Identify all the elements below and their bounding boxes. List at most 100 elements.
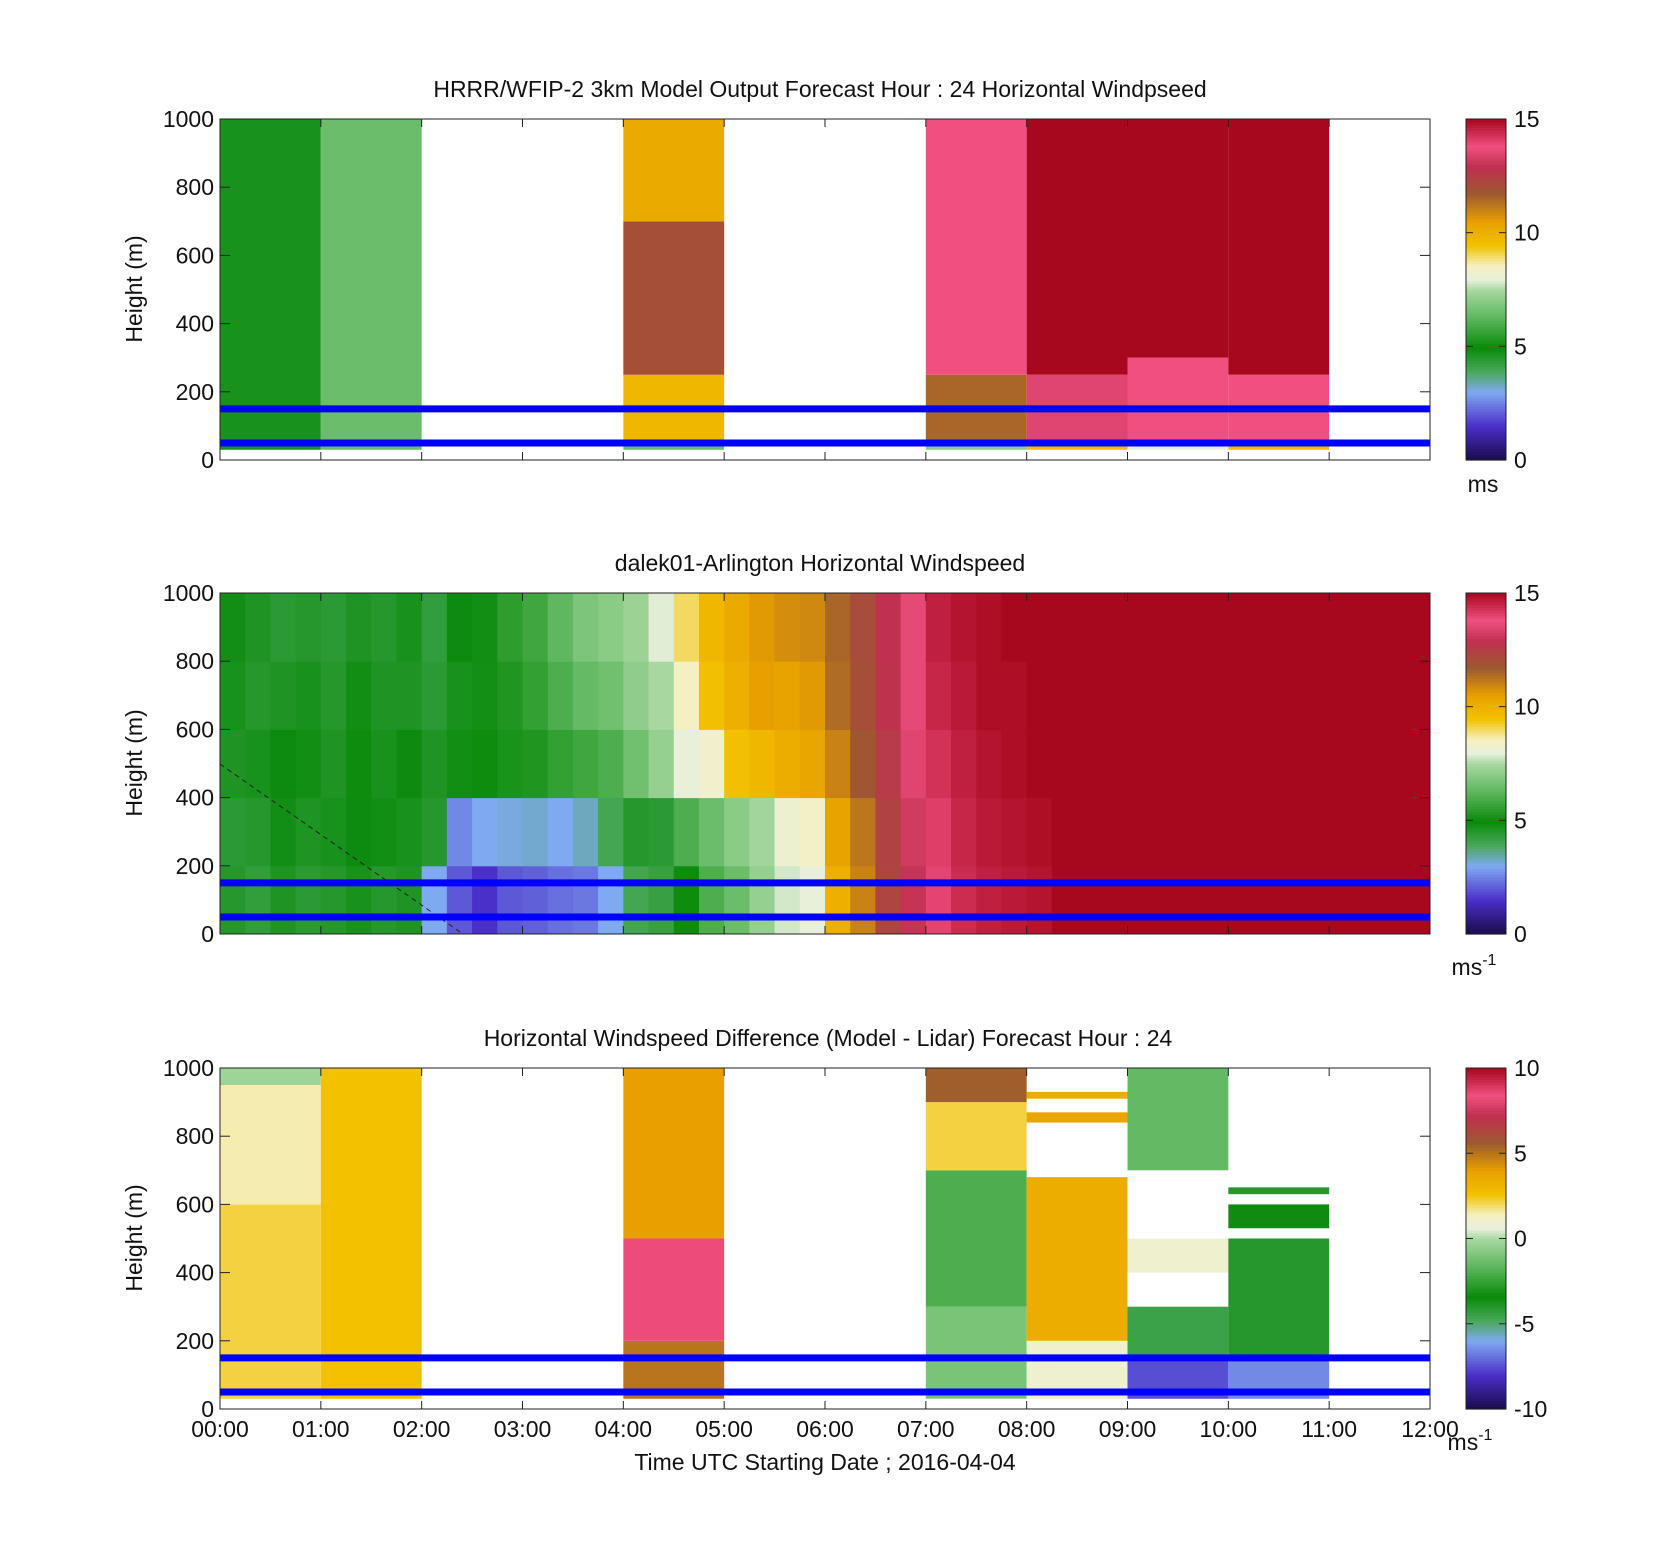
- heatmap-cell: [220, 1204, 321, 1399]
- colorbar-segment: [1466, 848, 1506, 853]
- colorbar-segment: [1466, 911, 1506, 915]
- heatmap-cell: [320, 729, 347, 799]
- colorbar-segment: [1466, 612, 1506, 617]
- colorbar-segment: [1466, 272, 1506, 276]
- colorbar-tick-label: -5: [1514, 1311, 1534, 1337]
- panel-title: Horizontal Windspeed Difference (Model -…: [484, 1025, 1173, 1051]
- heatmap-cell: [774, 729, 801, 799]
- heatmap-cell: [270, 797, 297, 867]
- colorbar-segment: [1466, 1269, 1506, 1274]
- colorbar-segment: [1466, 823, 1506, 827]
- colorbar-segment: [1466, 632, 1506, 637]
- heatmap-cell: [220, 729, 246, 799]
- colorbar-segment: [1466, 1153, 1506, 1157]
- y-axis: 0 200 400 600 800 1000: [163, 1055, 1430, 1422]
- panel-title: HRRR/WFIP-2 3km Model Output Forecast Ho…: [433, 76, 1206, 102]
- colorbar-segment: [1466, 604, 1506, 608]
- colorbar-segment: [1466, 862, 1506, 867]
- colorbar-segment: [1466, 303, 1506, 308]
- colorbar-segment: [1466, 201, 1506, 205]
- heatmap-cell: [1127, 661, 1154, 730]
- colorbar-segment: [1466, 414, 1506, 418]
- heatmap-cell: [1152, 593, 1179, 662]
- colorbar-segment: [1466, 181, 1506, 185]
- colorbar-segment: [1466, 167, 1506, 171]
- colorbar-segment: [1466, 1121, 1506, 1126]
- colorbar-segment: [1466, 431, 1506, 436]
- heatmap-cell: [1102, 661, 1128, 730]
- colorbar-segment: [1466, 1329, 1506, 1333]
- colorbar-segment: [1466, 423, 1506, 427]
- colorbar-segment: [1466, 891, 1506, 895]
- x-tick-label: 03:00: [494, 1416, 552, 1442]
- panel-title: dalek01-Arlington Horizontal Windspeed: [615, 550, 1025, 576]
- x-tick-labels: 00:00 01:00 02:00 03:00 04:00 05:00 06:00 07:00…: [191, 1416, 1459, 1442]
- heatmap-cell: [1278, 797, 1305, 867]
- colorbar-segment: [1466, 354, 1506, 359]
- heatmap-cell: [1203, 729, 1229, 799]
- colorbar-segment: [1466, 931, 1506, 935]
- colorbar-segment: [1466, 1374, 1506, 1379]
- colorbar-segment: [1466, 1315, 1506, 1319]
- y-tick-label: 200: [176, 379, 214, 405]
- heatmap-cell: [774, 797, 801, 867]
- heatmap-cell: [1001, 797, 1028, 867]
- colorbar-segment: [1466, 155, 1506, 160]
- x-tick-label: 11:00: [1301, 1416, 1357, 1442]
- colorbar-segment: [1466, 908, 1506, 912]
- colorbar-segment: [1466, 451, 1506, 455]
- colorbar-segment: [1466, 141, 1506, 146]
- heatmap-cell: [1228, 729, 1255, 799]
- colorbar-segment: [1466, 1292, 1506, 1296]
- heatmap-cell: [1228, 1204, 1330, 1229]
- heatmap-cell: [673, 729, 700, 799]
- heatmap-cell: [245, 661, 271, 730]
- colorbar-segment: [1466, 1286, 1506, 1291]
- colorbar-segment: [1466, 147, 1506, 151]
- colorbar-segment: [1466, 1178, 1506, 1183]
- heatmap-cell: [925, 1170, 1027, 1307]
- colorbar-segment: [1466, 178, 1506, 183]
- colorbar-segment: [1466, 326, 1506, 330]
- heatmap-cell: [623, 729, 650, 799]
- reference-lines: [220, 405, 1430, 447]
- colorbar-segment: [1466, 283, 1506, 288]
- colorbar-segment: [1466, 1087, 1506, 1092]
- colorbar-segment: [1466, 136, 1506, 140]
- colorbar-segment: [1466, 610, 1506, 614]
- heatmap-cell: [220, 119, 321, 450]
- colorbar-segment: [1466, 1141, 1506, 1146]
- colorbar-segment: [1466, 1389, 1506, 1393]
- heatmap-cell: [1077, 729, 1103, 799]
- y-tick-label: 400: [176, 785, 214, 811]
- heatmap-cell: [1228, 1187, 1330, 1195]
- colorbar-unit: ms-1: [1452, 952, 1497, 980]
- colorbar-segment: [1466, 397, 1506, 401]
- panel-difference: Horizontal Windspeed Difference (Model -…: [121, 1025, 1547, 1475]
- heatmap-cell: [1228, 593, 1255, 662]
- heatmap-cell: [497, 729, 523, 799]
- colorbar-segment: [1466, 860, 1506, 864]
- colorbar-segment: [1466, 192, 1506, 197]
- colorbar-segment: [1466, 144, 1506, 149]
- heatmap-cell: [1354, 661, 1381, 730]
- colorbar-segment: [1466, 1079, 1506, 1083]
- heatmap-cell: [220, 1085, 321, 1205]
- heatmap-cell: [623, 119, 725, 222]
- heatmap-cell: [1379, 661, 1406, 730]
- colorbar-segment: [1466, 877, 1506, 881]
- colorbar-segment: [1466, 840, 1506, 844]
- heatmap-cell: [724, 661, 750, 730]
- colorbar-segment: [1466, 1306, 1506, 1311]
- heatmap-cell: [900, 797, 927, 867]
- colorbar-segment: [1466, 1298, 1506, 1302]
- heatmap-cell: [421, 865, 448, 935]
- colorbar-segment: [1466, 1232, 1506, 1237]
- colorbar-segment: [1466, 209, 1506, 214]
- heatmap-cell: [698, 797, 725, 867]
- colorbar-segment: [1466, 641, 1506, 645]
- colorbar-segment: [1466, 184, 1506, 188]
- colorbar-segment: [1466, 357, 1506, 362]
- colorbar-segment: [1466, 1224, 1506, 1228]
